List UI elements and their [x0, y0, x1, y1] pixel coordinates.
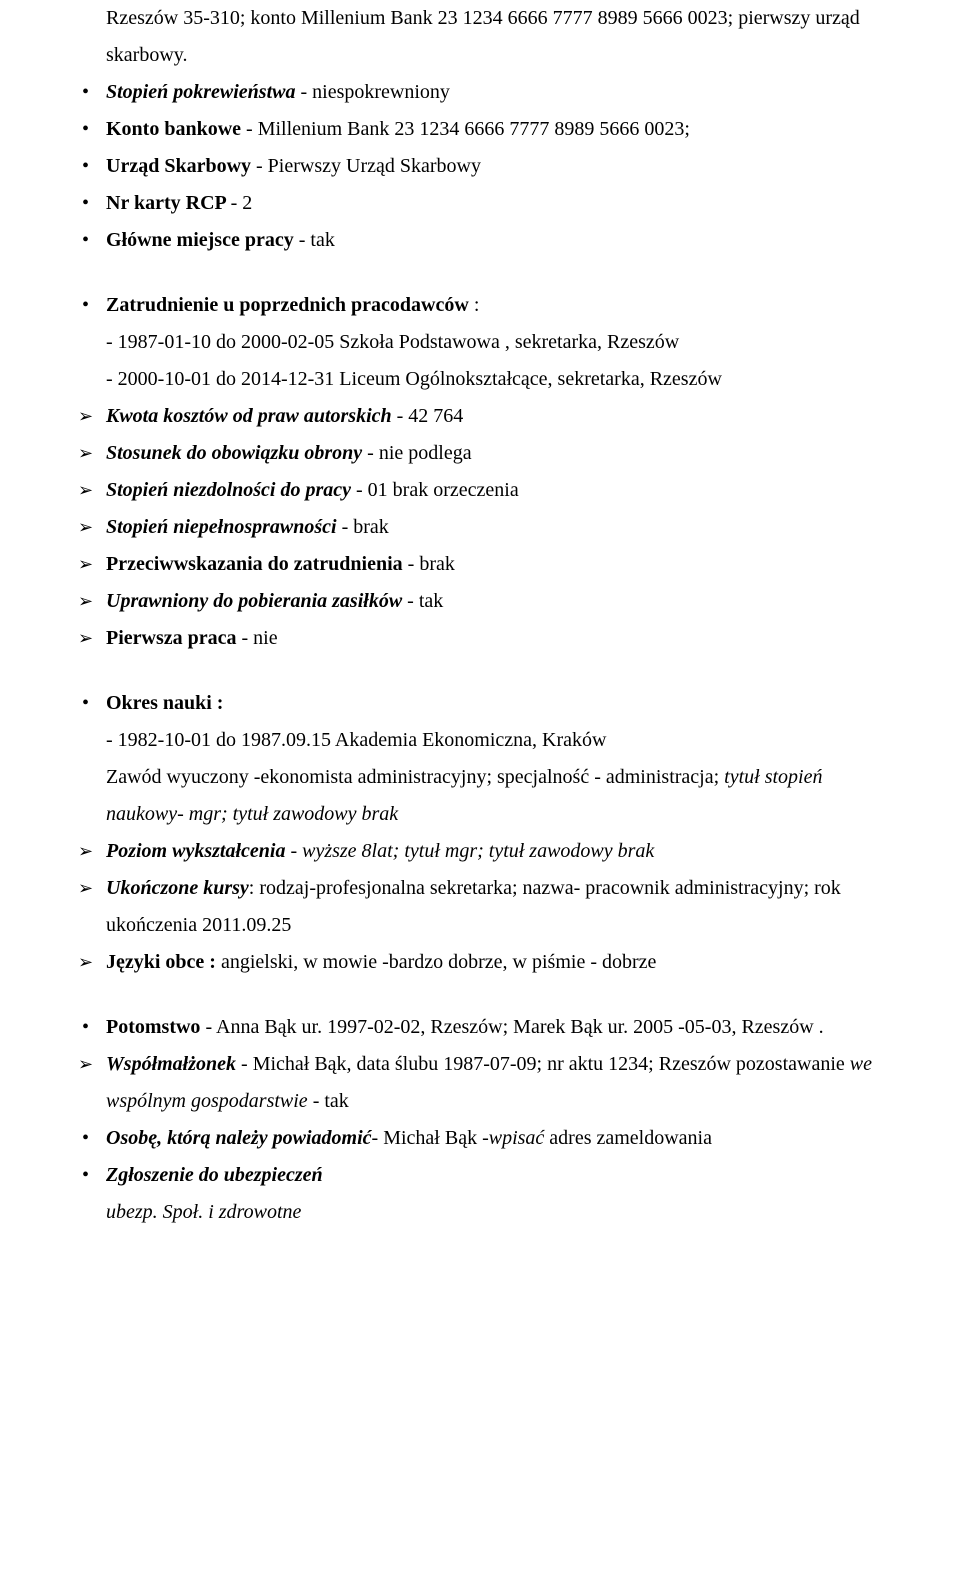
b1-l3-label: Urząd Skarbowy [106, 155, 256, 177]
b1-l5-text: - tak [299, 229, 335, 251]
a3-1-text1: - Michał Bąk, data ślubu 1987-07-09; nr … [241, 1053, 850, 1075]
b4-l1-text: - Anna Bąk ur. 1997-02-02, Rzeszów; Mare… [200, 1016, 823, 1038]
b1-l5-label: Główne miejsce pracy [106, 229, 294, 251]
a2-3: Języki obce : angielski, w mowie -bardzo… [68, 944, 892, 981]
a1-7-label: Pierwsza praca [106, 627, 237, 649]
a1-1: Kwota kosztów od praw autorskich - 42 76… [68, 398, 892, 435]
b5-l2-label: Zgłoszenie do ubezpieczeń [106, 1164, 323, 1186]
a1-6-text: - tak [407, 590, 443, 612]
a1-3-text: - 01 brak orzeczenia [356, 479, 519, 501]
a1-3-label: Stopień niezdolności do pracy [106, 479, 351, 501]
b2-row2: - 2000-10-01 do 2014-12-31 Liceum Ogólno… [106, 361, 892, 398]
a1-1-label: Kwota kosztów od praw autorskich [106, 405, 392, 427]
a2-2: Ukończone kursy: rodzaj-profesjonalna se… [68, 870, 892, 944]
a1-4: Stopień niepełnosprawności - brak [68, 509, 892, 546]
b5-l3-text: ubezp. Społ. i zdrowotne [106, 1201, 301, 1223]
arrows-2: Poziom wykształcenia - wyższe 8lat; tytu… [68, 833, 892, 981]
b3-header: Okres nauki : - 1982-10-01 do 1987.09.15… [68, 685, 892, 833]
a1-6: Uprawniony do pobierania zasiłków - tak [68, 583, 892, 620]
b3-row2a: Zawód wyuczony -ekonomista administracyj… [106, 766, 724, 788]
arrows-3: Współmałżonek - Michał Bąk, data ślubu 1… [68, 1046, 892, 1120]
a1-2-text: - nie podlega [367, 442, 471, 464]
a1-5: Przeciwwskazania do zatrudnienia - brak [68, 546, 892, 583]
a1-4-text: - brak [342, 516, 389, 538]
b3-header-label: Okres nauki : [106, 692, 223, 714]
block-4: Potomstwo - Anna Bąk ur. 1997-02-02, Rze… [68, 1009, 892, 1046]
a2-1-label: Poziom wykształcenia [106, 840, 290, 862]
b1-l2-label: Konto bankowe [106, 118, 241, 140]
a1-5-label: Przeciwwskazania do zatrudnienia [106, 553, 403, 575]
b1-l2: Konto bankowe - Millenium Bank 23 1234 6… [68, 111, 892, 148]
a1-2-label: Stosunek do obowiązku obrony [106, 442, 362, 464]
b2-row1: - 1987-01-10 do 2000-02-05 Szkoła Podsta… [106, 324, 892, 361]
b5-l1-it: wpisać [489, 1127, 550, 1149]
b5-l2: Zgłoszenie do ubezpieczeń [68, 1157, 892, 1194]
a3-1-text2: - tak [313, 1090, 349, 1112]
b1-l2-text: - Millenium Bank 23 1234 6666 7777 8989 … [246, 118, 690, 140]
a2-1: Poziom wykształcenia - wyższe 8lat; tytu… [68, 833, 892, 870]
b5-l1-label: Osobę, którą należy powiadomić [106, 1127, 372, 1149]
block-3: Okres nauki : - 1982-10-01 do 1987.09.15… [68, 685, 892, 833]
b3-row1: - 1982-10-01 do 1987.09.15 Akademia Ekon… [106, 722, 892, 759]
b3-row2: Zawód wyuczony -ekonomista administracyj… [106, 759, 892, 833]
block-1: Stopień pokrewieństwa - niespokrewniony … [68, 74, 892, 259]
b2-header: Zatrudnienie u poprzednich pracodawców :… [68, 287, 892, 398]
b5-l1-text: - Michał Bąk - [372, 1127, 489, 1149]
b2-header-colon: : [469, 294, 480, 316]
b1-l3-text: - Pierwszy Urząd Skarbowy [256, 155, 481, 177]
a1-7: Pierwsza praca - nie [68, 620, 892, 657]
arrows-1: Kwota kosztów od praw autorskich - 42 76… [68, 398, 892, 657]
a1-1-text: - 42 764 [397, 405, 464, 427]
a3-1: Współmałżonek - Michał Bąk, data ślubu 1… [68, 1046, 892, 1120]
a1-4-label: Stopień niepełnosprawności [106, 516, 342, 538]
a3-1-label: Współmałżonek [106, 1053, 241, 1075]
top-continuation-text: Rzeszów 35-310; konto Millenium Bank 23 … [68, 0, 892, 74]
b1-l3: Urząd Skarbowy - Pierwszy Urząd Skarbowy [68, 148, 892, 185]
b1-l1-label: Stopień pokrewieństwa [106, 81, 295, 103]
b5-l3: ubezp. Społ. i zdrowotne [68, 1194, 892, 1231]
b1-l1-text: - niespokrewniony [300, 81, 449, 103]
a2-3-text: angielski, w mowie -bardzo dobrze, w piś… [216, 951, 656, 973]
b5-l1-text2: adres zameldowania [549, 1127, 712, 1149]
b1-l5: Główne miejsce pracy - tak [68, 222, 892, 259]
b1-l4: Nr karty RCP - 2 [68, 185, 892, 222]
b1-l1: Stopień pokrewieństwa - niespokrewniony [68, 74, 892, 111]
a2-3-label: Języki obce : [106, 951, 216, 973]
block-5: Osobę, którą należy powiadomić- Michał B… [68, 1120, 892, 1194]
b4-l1-label: Potomstwo [106, 1016, 200, 1038]
a2-1-text: - wyższe 8lat; tytuł mgr; tytuł zawodowy… [290, 840, 654, 862]
b1-l4-text: - 2 [231, 192, 253, 214]
b5-l1: Osobę, którą należy powiadomić- Michał B… [68, 1120, 892, 1157]
b4-l1: Potomstwo - Anna Bąk ur. 1997-02-02, Rze… [68, 1009, 892, 1046]
a1-7-text: - nie [242, 627, 278, 649]
b2-header-label: Zatrudnienie u poprzednich pracodawców [106, 294, 469, 316]
block-2: Zatrudnienie u poprzednich pracodawców :… [68, 287, 892, 398]
a2-2-label: Ukończone kursy [106, 877, 249, 899]
a1-5-text: - brak [408, 553, 455, 575]
a1-2: Stosunek do obowiązku obrony - nie podle… [68, 435, 892, 472]
a1-6-label: Uprawniony do pobierania zasiłków [106, 590, 402, 612]
b1-l4-label: Nr karty RCP [106, 192, 231, 214]
a1-3: Stopień niezdolności do pracy - 01 brak … [68, 472, 892, 509]
top-text: Rzeszów 35-310; konto Millenium Bank 23 … [106, 7, 860, 66]
